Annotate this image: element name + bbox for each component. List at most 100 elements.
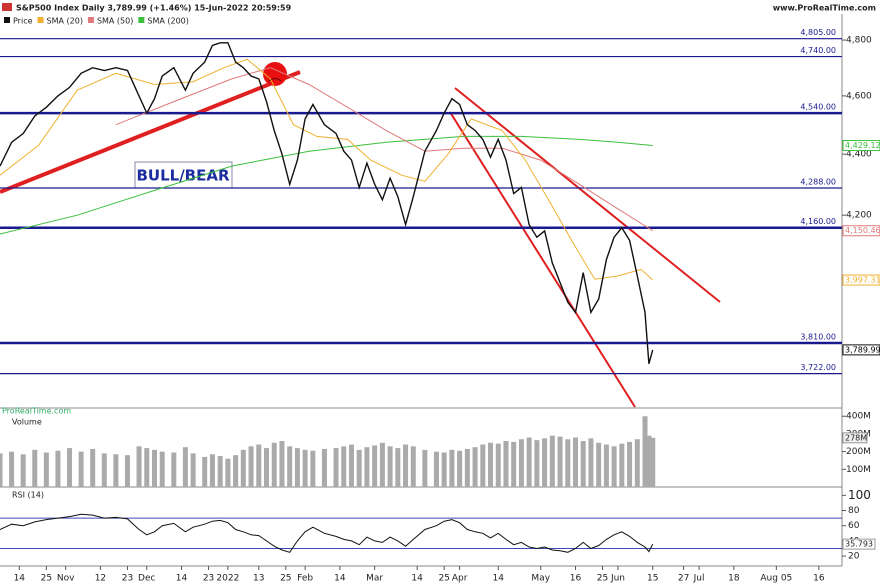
panel-label: RSI (14) xyxy=(12,491,44,500)
x-tick-label: 25 xyxy=(597,574,608,584)
volume-bar xyxy=(619,443,625,487)
level-label: 4,288.00 xyxy=(800,177,836,186)
volume-bar xyxy=(526,437,532,487)
volume-bar xyxy=(113,454,119,487)
volume-bar xyxy=(356,449,362,487)
volume-bar xyxy=(403,444,409,487)
x-tick-label: 2022 xyxy=(216,574,239,584)
volume-bar xyxy=(101,453,107,487)
chart-title: S&P500 Index Daily 3,789.99 (+1.46%) 15-… xyxy=(16,4,292,13)
x-tick-label: Jun xyxy=(610,574,625,584)
volume-bar xyxy=(43,452,49,487)
x-tick-label: 13 xyxy=(253,574,264,584)
series-line xyxy=(0,42,654,364)
volume-bar xyxy=(433,451,439,487)
y-tick-label: 80 xyxy=(848,506,860,516)
volume-bar xyxy=(395,448,401,487)
volume-bar xyxy=(387,446,393,487)
x-tick-label: 25 xyxy=(280,574,291,584)
y-tick-label: 20 xyxy=(848,552,860,562)
y-tick-label: 100 xyxy=(848,488,871,502)
x-tick-label: Dec xyxy=(138,574,155,584)
volume-bar xyxy=(480,444,486,487)
annotation-box xyxy=(134,161,233,189)
volume-bar xyxy=(279,441,285,487)
volume-bar xyxy=(627,441,633,487)
volume-bar xyxy=(264,448,270,487)
level-label: 4,540.00 xyxy=(800,103,836,112)
legend: Price SMA (20) SMA (50) SMA (200) xyxy=(4,17,189,26)
volume-bar xyxy=(364,447,370,487)
last-value-label: 278M xyxy=(845,433,867,442)
volume-bar xyxy=(449,449,455,487)
volume-bar xyxy=(248,446,254,487)
volume-bar xyxy=(557,436,563,487)
x-tick-label: 16 xyxy=(570,574,582,584)
level-label: 4,160.00 xyxy=(800,217,836,226)
volume-bar xyxy=(511,441,517,487)
volume-bar xyxy=(55,450,61,487)
x-tick-label: 18 xyxy=(728,574,740,584)
last-value-box xyxy=(842,344,880,356)
site: www.ProRealTime.com xyxy=(773,4,876,13)
volume-bar xyxy=(580,441,586,487)
legend-swatch xyxy=(87,17,94,23)
volume-bar xyxy=(333,448,339,487)
y-tick-label: 200M xyxy=(846,447,871,457)
legend-swatch xyxy=(138,17,145,23)
x-tick-label: Jul xyxy=(693,574,705,584)
annotation: BULL/BEAR xyxy=(136,167,229,185)
volume-bar xyxy=(20,454,26,487)
watermark: ProRealTime.com xyxy=(2,407,71,416)
legend-label: SMA (200) xyxy=(147,17,189,26)
last-value-label: 3,997.31 xyxy=(845,276,880,285)
x-tick-label: 14 xyxy=(411,574,423,584)
level-label: 4,805.00 xyxy=(800,28,836,37)
last-value-label: 3,789.99 xyxy=(845,345,880,354)
last-value-label: 4,429.12 xyxy=(845,141,880,150)
volume-bar xyxy=(233,455,239,487)
last-value-box xyxy=(842,225,880,237)
level-label: 3,722.00 xyxy=(800,363,836,372)
bull-trendline xyxy=(0,70,301,194)
volume-bar xyxy=(642,416,648,487)
volume-bar xyxy=(202,456,208,487)
sad-face xyxy=(263,62,287,86)
x-tick-label: 23 xyxy=(122,574,133,584)
x-tick-label: 15 xyxy=(647,574,658,584)
series-line xyxy=(0,58,654,281)
volume-bar xyxy=(422,449,428,487)
volume-bar xyxy=(294,448,300,487)
volume-bar xyxy=(321,448,327,487)
volume-bar xyxy=(348,444,354,487)
volume-bar xyxy=(372,445,378,487)
y-tick-label: 4,400 xyxy=(846,150,872,160)
x-tick-label: Aug 05 xyxy=(760,574,792,584)
volume-bar xyxy=(596,442,602,487)
y-tick-label: 4,200 xyxy=(846,211,872,221)
x-tick-label: 16 xyxy=(813,574,825,584)
level-label: 4,740.00 xyxy=(800,46,836,55)
volume-bar xyxy=(171,452,177,487)
x-tick-label: Nov xyxy=(57,574,75,584)
volume-bar xyxy=(271,442,277,487)
volume-bar xyxy=(565,439,571,487)
x-tick-label: 14 xyxy=(176,574,188,584)
volume-bar xyxy=(136,446,142,487)
volume-bar xyxy=(650,437,656,487)
last-value-box xyxy=(842,140,880,152)
y-tick-label: 60 xyxy=(848,521,860,531)
volume-bar xyxy=(379,442,385,487)
level-label: 3,810.00 xyxy=(800,332,836,341)
last-value-label: 35.793 xyxy=(845,540,873,549)
last-value-label: 4,150.46 xyxy=(845,226,880,235)
volume-bar xyxy=(32,449,38,487)
bear-trendline xyxy=(454,87,721,303)
volume-bar xyxy=(144,448,150,487)
volume-bar xyxy=(67,448,73,487)
volume-bar xyxy=(90,448,96,487)
volume-bar xyxy=(287,446,293,487)
volume-bar xyxy=(410,446,416,487)
legend-label: Price xyxy=(13,17,33,26)
volume-bar xyxy=(182,447,188,487)
